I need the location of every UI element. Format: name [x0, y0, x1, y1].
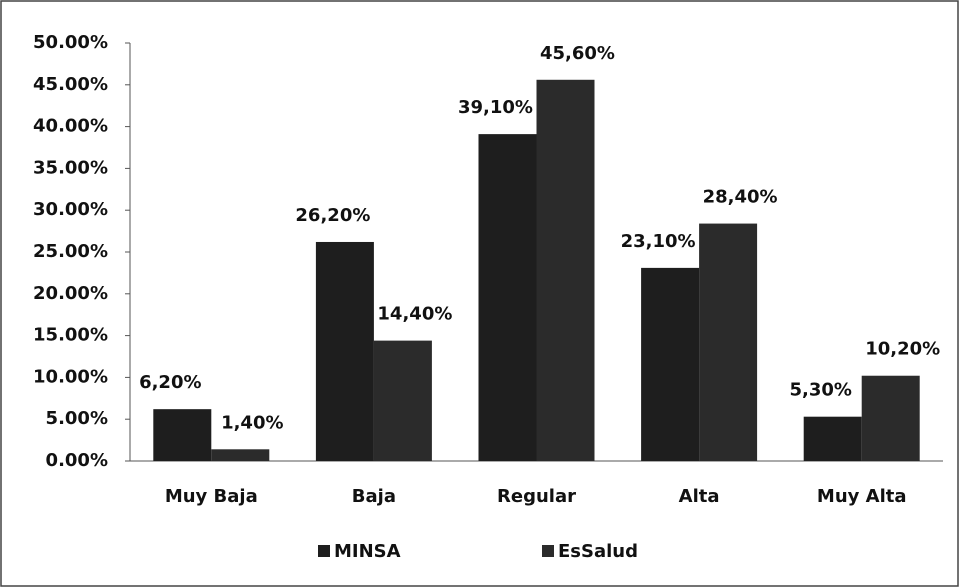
legend-swatch [542, 545, 554, 557]
bar [699, 223, 758, 461]
legend-label: MINSA [334, 541, 401, 562]
value-label: 10,20% [865, 339, 940, 360]
x-tick-label: Baja [352, 486, 396, 507]
bar [211, 449, 270, 461]
value-label: 6,20% [139, 372, 201, 393]
x-tick-label: Alta [679, 486, 720, 507]
bar [536, 79, 595, 461]
value-label: 1,40% [221, 412, 283, 433]
value-label: 28,40% [703, 187, 778, 208]
bar [315, 241, 374, 461]
bar [153, 409, 212, 461]
value-label: 45,60% [540, 43, 615, 64]
y-tick-label: 40.00% [33, 116, 108, 137]
y-tick-label: 10.00% [33, 366, 108, 387]
bar [478, 134, 537, 461]
bar [803, 416, 862, 461]
value-label: 5,30% [789, 380, 851, 401]
legend-label: EsSalud [558, 541, 638, 562]
y-tick-label: 20.00% [33, 283, 108, 304]
y-tick-label: 5.00% [46, 408, 108, 429]
y-tick-label: 45.00% [33, 74, 108, 95]
y-tick-label: 0.00% [46, 450, 108, 471]
bar [641, 267, 700, 461]
y-tick-label: 15.00% [33, 325, 108, 346]
x-tick-label: Muy Alta [817, 486, 907, 507]
y-tick-label: 35.00% [33, 157, 108, 178]
legend-swatch [318, 545, 330, 557]
value-label: 39,10% [458, 97, 533, 118]
bar [373, 340, 432, 461]
bar [861, 375, 920, 461]
y-tick-label: 25.00% [33, 241, 108, 262]
y-tick-label: 50.00% [33, 32, 108, 53]
y-tick-label: 30.00% [33, 199, 108, 220]
value-label: 14,40% [377, 304, 452, 325]
value-label: 23,10% [621, 231, 696, 252]
value-label: 26,20% [295, 205, 370, 226]
x-tick-label: Muy Baja [165, 486, 258, 507]
x-tick-label: Regular [497, 486, 576, 507]
